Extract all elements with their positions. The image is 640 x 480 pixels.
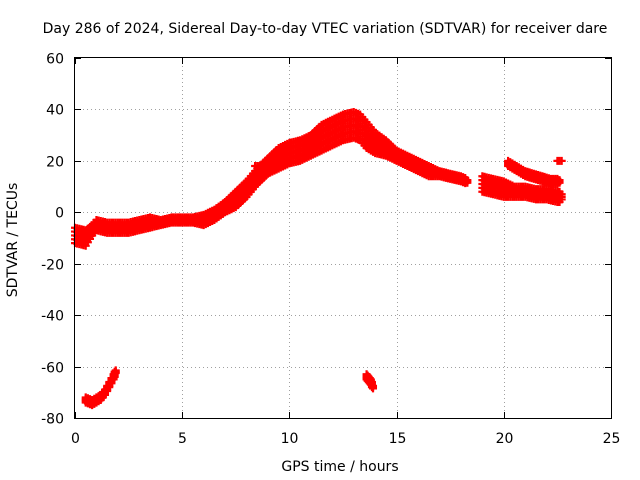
x-tick-label: 10 xyxy=(281,431,299,447)
data-points xyxy=(71,108,566,410)
data-point xyxy=(369,381,378,390)
x-axis-label: GPS time / hours xyxy=(281,459,398,475)
data-point xyxy=(111,366,120,375)
y-tick-label: -20 xyxy=(41,258,64,274)
data-point xyxy=(379,144,388,152)
data-point xyxy=(557,190,566,199)
series-low-mid xyxy=(362,370,378,393)
data-point xyxy=(255,162,264,170)
y-tick-label: 20 xyxy=(46,155,64,171)
chart-title: Day 286 of 2024, Sidereal Day-to-day VTE… xyxy=(43,21,608,37)
y-tick-label: -40 xyxy=(41,309,64,325)
x-tick-label: 0 xyxy=(71,431,80,447)
x-tick-label: 20 xyxy=(496,431,514,447)
axis-ticks: 0 5 10 15 20 25 -80 -60 -40 -20 0 20 40 60 xyxy=(41,52,620,448)
x-tick-label: 5 xyxy=(178,431,187,447)
grid-lines xyxy=(75,58,611,418)
x-tick-label: 25 xyxy=(603,431,621,447)
y-tick-label: 0 xyxy=(55,206,64,222)
data-point xyxy=(463,176,472,185)
x-tick-label: 15 xyxy=(389,431,407,447)
y-tick-label: 40 xyxy=(46,103,64,119)
series-upper-dot xyxy=(553,156,566,165)
data-point xyxy=(555,176,564,185)
data-point xyxy=(557,156,566,165)
y-tick-label: 60 xyxy=(46,52,64,68)
y-axis-label: SDTVAR / TECUs xyxy=(5,183,21,298)
series-stray-2 xyxy=(251,162,264,170)
plot-frame xyxy=(74,57,612,419)
y-tick-label: -60 xyxy=(41,361,64,377)
series-low-arc xyxy=(81,366,120,410)
series-stray-1 xyxy=(371,141,388,152)
series-upper-arc xyxy=(504,156,564,188)
series-late-trend xyxy=(478,172,566,206)
y-tick-label: -80 xyxy=(41,412,64,428)
series-main-trend xyxy=(71,108,472,250)
